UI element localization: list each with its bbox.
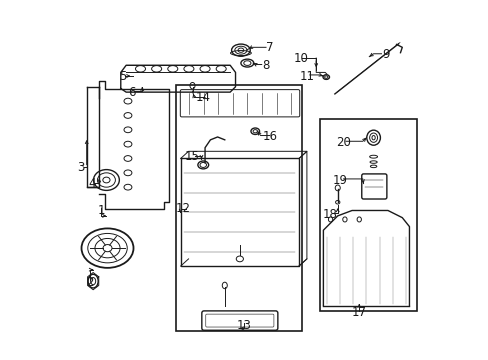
Text: 5: 5 [119, 69, 126, 82]
Text: 16: 16 [262, 130, 277, 144]
Text: 17: 17 [351, 306, 366, 319]
Text: 1: 1 [97, 204, 104, 217]
Bar [319, 119, 416, 311]
Text: 11: 11 [299, 69, 314, 82]
Text: 9: 9 [382, 48, 389, 61]
Text: 13: 13 [237, 319, 251, 332]
Bar [175, 85, 301, 330]
Text: 7: 7 [265, 41, 273, 54]
Text: 19: 19 [332, 174, 347, 186]
Text: 8: 8 [262, 59, 269, 72]
Text: 14: 14 [195, 91, 210, 104]
Text: 20: 20 [335, 136, 350, 149]
Text: 2: 2 [86, 276, 93, 289]
Text: 18: 18 [322, 208, 337, 221]
Text: 12: 12 [176, 202, 191, 215]
Text: 4: 4 [88, 177, 96, 190]
Text: 3: 3 [78, 161, 85, 174]
Text: 15: 15 [184, 150, 200, 163]
Text: 10: 10 [293, 51, 308, 64]
Text: 6: 6 [127, 86, 135, 99]
